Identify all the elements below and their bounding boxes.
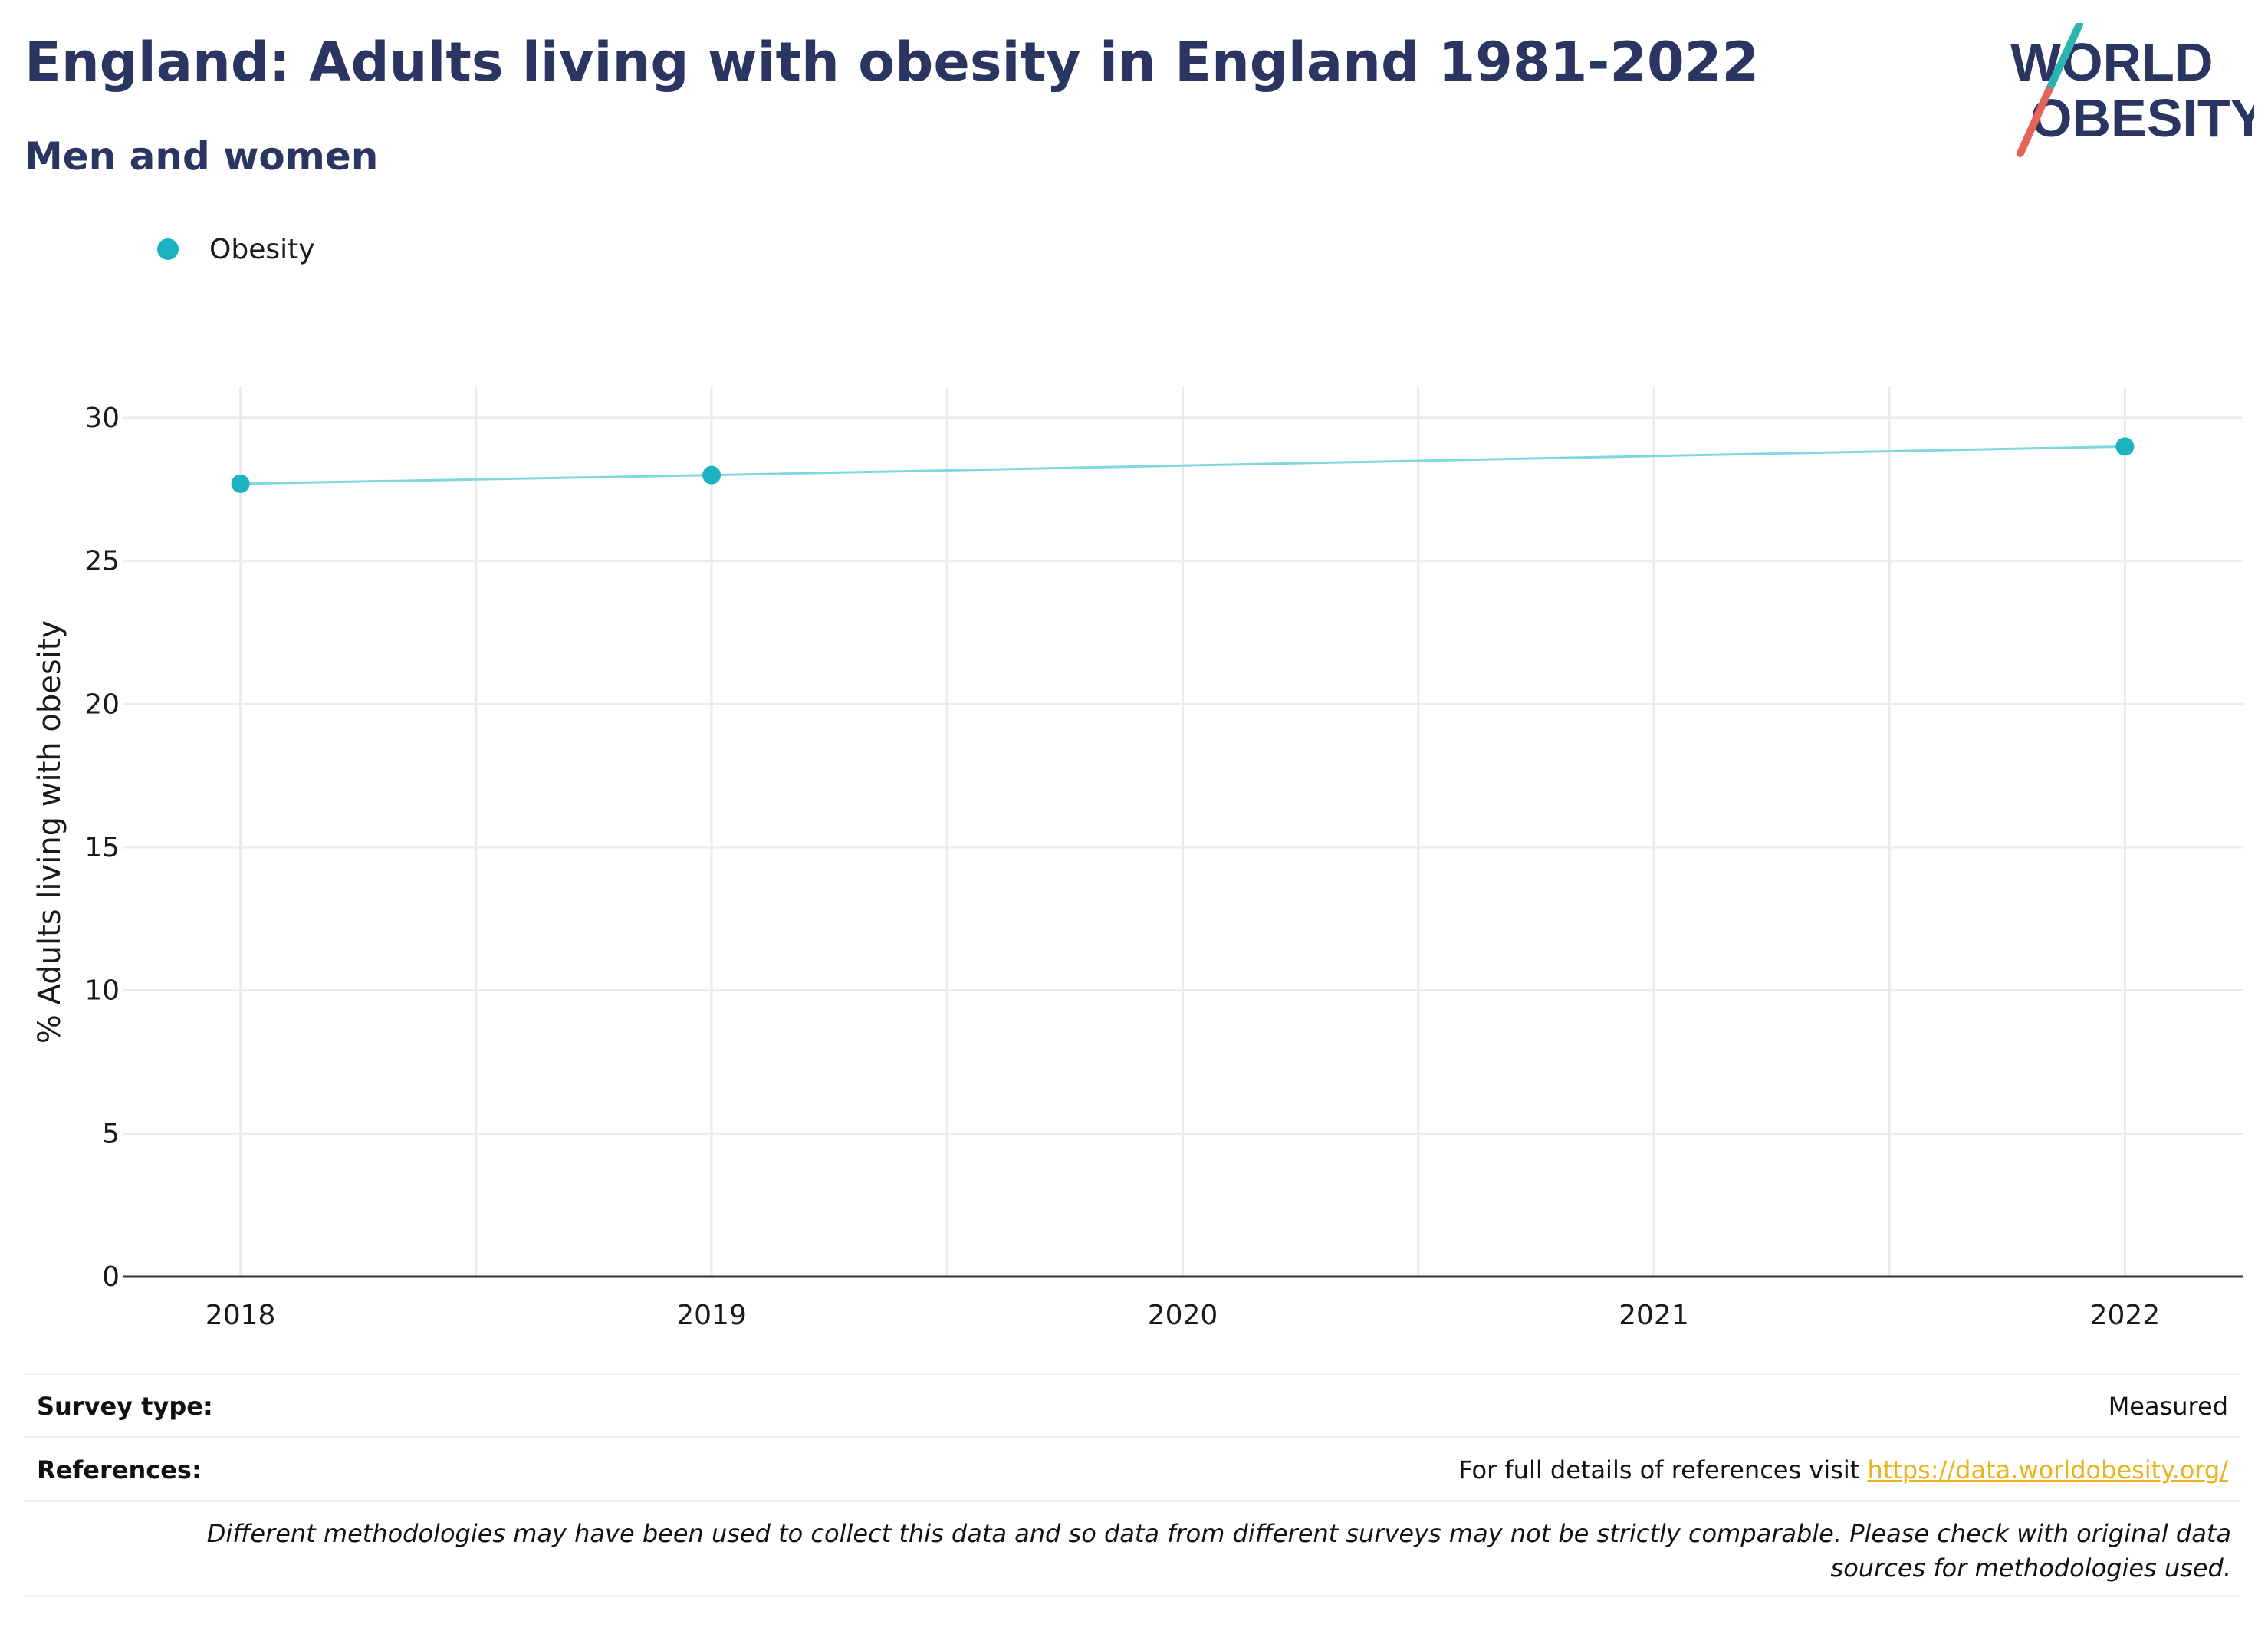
bottom-divider <box>25 1595 2240 1597</box>
world-obesity-logo: WORLD OBESITY <box>2010 23 2254 157</box>
survey-type-value: Measured <box>2108 1392 2228 1421</box>
y-axis-label: % Adults living with obesity <box>32 620 67 1044</box>
y-tick-label: 15 <box>84 832 120 863</box>
x-tick-label: 2021 <box>1619 1300 1689 1331</box>
y-tick-label: 0 <box>102 1261 120 1293</box>
logo-world-text: WORLD <box>2010 32 2213 92</box>
x-tick-label: 2020 <box>1148 1300 1218 1331</box>
chart-subtitle: Men and women <box>25 134 379 179</box>
y-tick-label: 5 <box>102 1118 120 1149</box>
logo-teal-slash <box>2045 23 2083 94</box>
y-tick-label: 25 <box>84 546 120 577</box>
references-label: References: <box>37 1455 202 1484</box>
data-point <box>2115 437 2135 456</box>
logo-obesity-text: OBESITY <box>2030 88 2254 148</box>
x-tick-label: 2019 <box>676 1300 747 1331</box>
legend-label-obesity: Obesity <box>209 233 315 265</box>
y-tick-label: 30 <box>84 403 120 434</box>
y-tick-label: 20 <box>84 689 120 720</box>
survey-type-label: Survey type: <box>37 1392 213 1421</box>
line-chart: 0 5 10 15 20 25 30 2018 2019 2020 2021 2022 % Adults… <box>32 387 2243 1331</box>
data-point <box>702 465 721 485</box>
chart-title: England: Adults living with obesity in E… <box>25 31 1760 94</box>
y-tick-label: 10 <box>84 975 120 1007</box>
survey-type-row: Survey type: Measured <box>25 1373 2240 1438</box>
references-row: References: For full details of referenc… <box>25 1436 2240 1501</box>
references-value: For full details of references visit htt… <box>1458 1455 2228 1484</box>
x-tick-label: 2018 <box>205 1300 276 1331</box>
references-text: For full details of references visit <box>1458 1455 1868 1484</box>
data-point <box>231 474 250 493</box>
chart-legend[interactable]: Obesity <box>157 230 315 268</box>
x-tick-label: 2022 <box>2090 1300 2161 1331</box>
references-link[interactable]: https://data.worldobesity.org/ <box>1867 1455 2228 1484</box>
methodology-note: Different methodologies may have been us… <box>206 1519 2231 1583</box>
note-divider <box>25 1500 2240 1502</box>
legend-circle-icon <box>157 238 179 260</box>
logo-red-slash <box>2017 87 2053 157</box>
